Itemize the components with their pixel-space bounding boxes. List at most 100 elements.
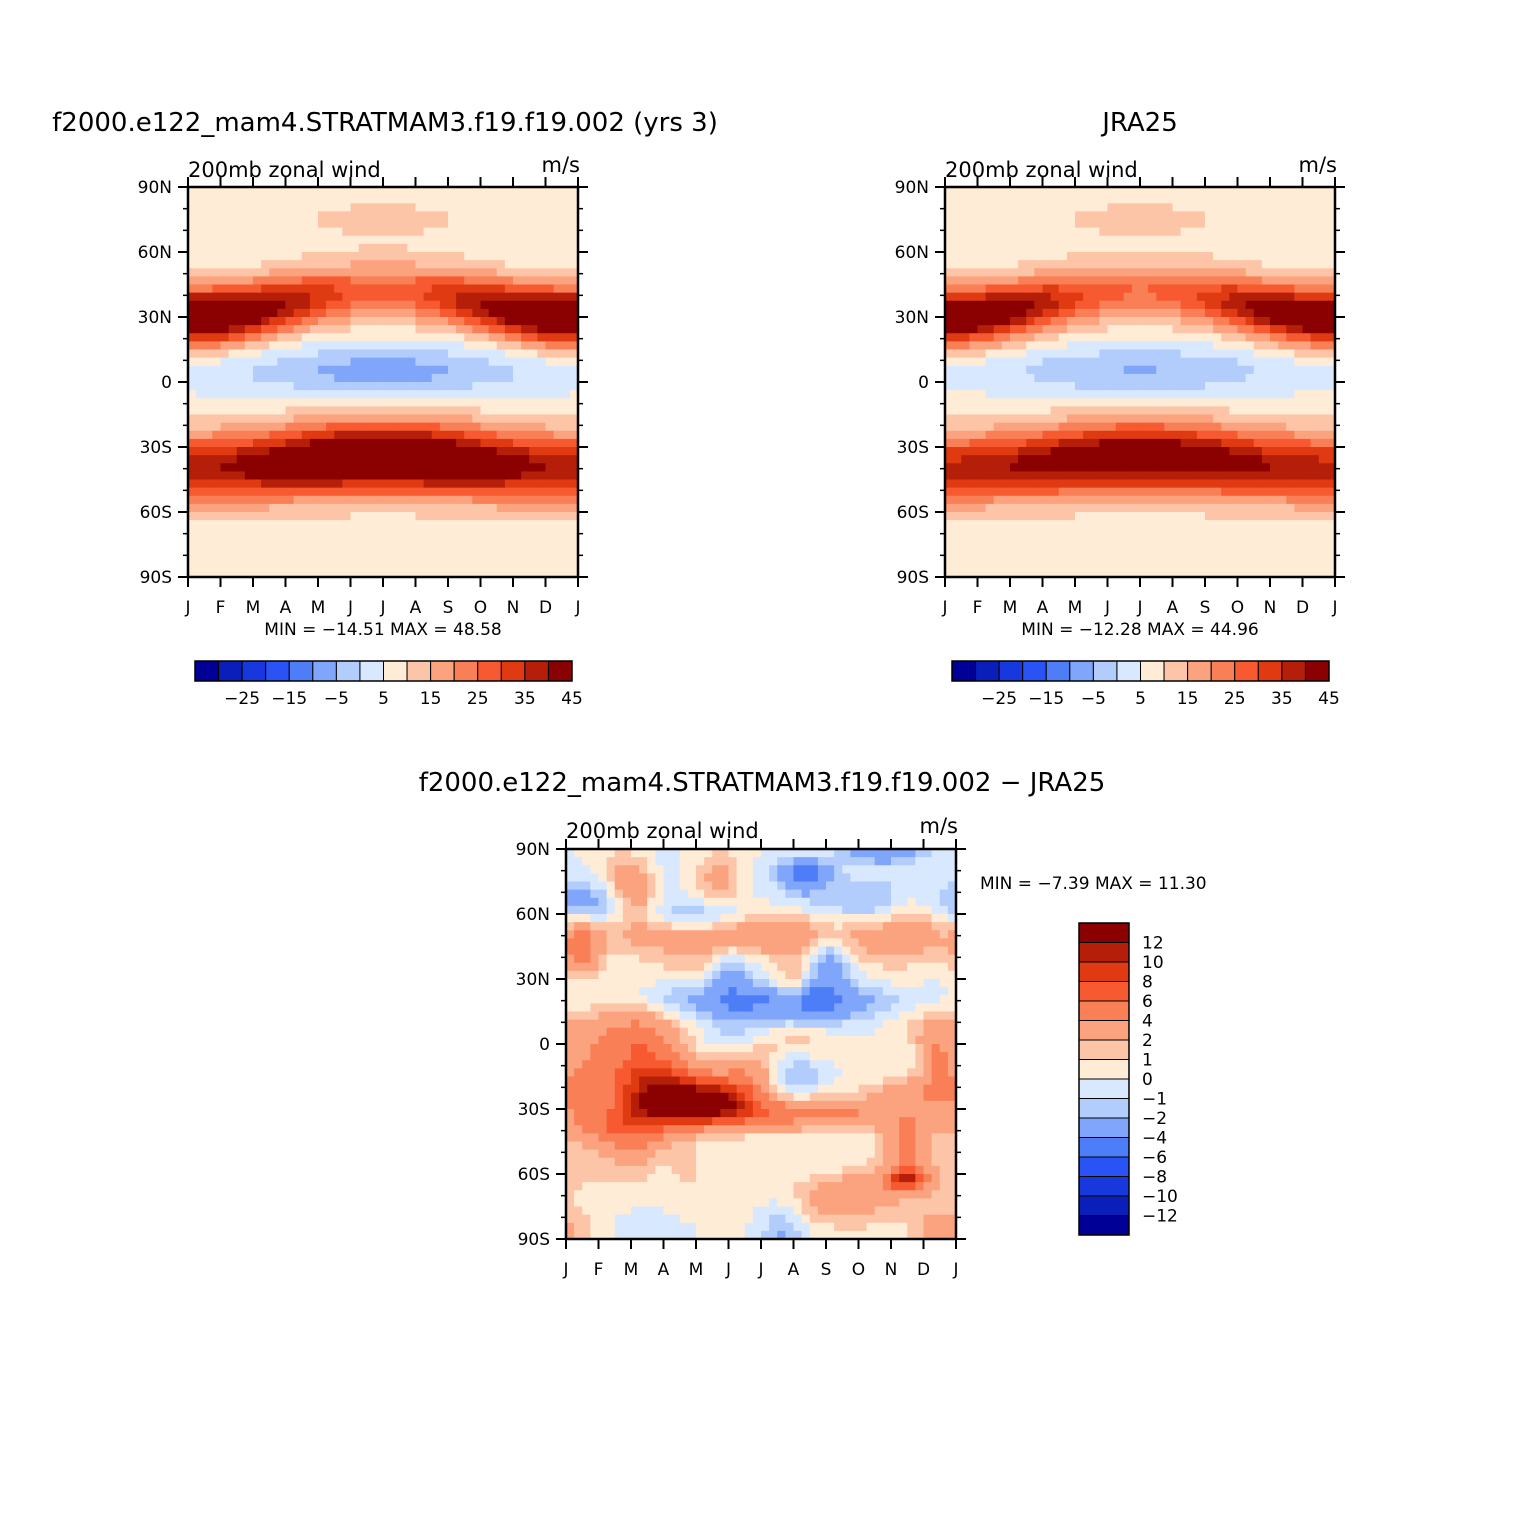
model-cell	[521, 552, 530, 562]
obs-cell	[1042, 195, 1052, 204]
obs-cell	[1018, 219, 1027, 229]
obs-cell	[1123, 243, 1133, 253]
obs-cell	[1205, 495, 1214, 505]
model-cell	[431, 341, 441, 351]
model-cell	[253, 560, 262, 570]
obs-cell	[1026, 430, 1035, 440]
obs-cell	[1180, 227, 1190, 237]
obs-cell	[1123, 536, 1133, 546]
obs-cell	[1261, 292, 1271, 302]
model-cell	[561, 463, 571, 472]
model-cell	[374, 406, 384, 416]
model-cell	[480, 260, 490, 269]
model-cell	[196, 390, 205, 399]
obs-cell	[1018, 308, 1027, 318]
obs-cell	[1302, 357, 1312, 367]
model-cell	[196, 333, 205, 342]
obs-cell	[1075, 260, 1084, 269]
model-cell	[496, 268, 506, 277]
obs-cell	[1172, 552, 1182, 562]
model-cell	[545, 243, 555, 253]
model-cell	[269, 341, 278, 351]
difference-cell	[566, 1165, 575, 1175]
obs-cell	[1001, 211, 1011, 221]
obs-cell	[1302, 219, 1312, 229]
difference-cell	[582, 1011, 591, 1021]
model-cell	[220, 447, 230, 456]
obs-cell	[1026, 308, 1035, 318]
obs-cell	[977, 422, 987, 432]
model-cell	[553, 292, 563, 302]
obs-cell	[1229, 300, 1239, 310]
obs-cell	[1001, 447, 1011, 456]
obs-cell	[1018, 341, 1027, 351]
model-cell	[326, 203, 335, 212]
obs-cell	[1075, 333, 1084, 342]
obs-cell	[1001, 479, 1011, 489]
obs-cell	[1253, 447, 1263, 456]
model-cell	[366, 463, 376, 472]
obs-cell	[1221, 317, 1230, 326]
obs-cell	[1221, 325, 1230, 334]
model-cell	[334, 252, 343, 261]
model-cell	[529, 560, 538, 570]
obs-cell	[1245, 512, 1255, 521]
obs-cell	[1001, 471, 1011, 481]
obs-cell	[1123, 430, 1133, 440]
obs-cell	[1302, 292, 1312, 302]
model-cell	[448, 333, 457, 342]
model-cell	[513, 373, 522, 383]
model-cell	[350, 243, 360, 253]
model-cell	[236, 568, 246, 577]
model-cell	[504, 365, 514, 375]
obs-cell	[993, 390, 1003, 399]
obs-cell	[1172, 365, 1182, 375]
model-cell	[399, 495, 408, 505]
obs-cell	[969, 260, 979, 269]
model-cell	[383, 243, 392, 253]
obs-cell	[969, 252, 979, 261]
model-cell	[196, 325, 205, 334]
model-cell	[439, 471, 449, 481]
model-cell	[244, 357, 254, 367]
model-cell	[439, 300, 449, 310]
obs-cell	[1205, 471, 1214, 481]
model-cell	[383, 203, 392, 212]
model-cell	[334, 341, 343, 351]
obs-cell	[1075, 455, 1084, 464]
obs-cell	[1326, 325, 1335, 334]
model-cell	[472, 430, 482, 440]
obs-cell	[1050, 503, 1060, 513]
obs-cell	[1172, 495, 1182, 505]
model-cell	[366, 536, 376, 546]
model-cell	[204, 487, 213, 497]
model-cell	[196, 227, 205, 237]
model-cell	[253, 406, 262, 416]
model-cell	[269, 438, 278, 448]
obs-cell	[1123, 373, 1133, 383]
obs-cell	[1270, 544, 1279, 554]
model-cell	[488, 373, 498, 383]
model-cell	[261, 308, 270, 318]
obs-cell	[1099, 252, 1109, 261]
model-cell	[358, 544, 368, 554]
obs-cell	[1286, 243, 1295, 253]
obs-cell	[1261, 430, 1271, 440]
model-cell	[415, 227, 425, 237]
obs-cell	[977, 227, 987, 237]
model-cell	[464, 560, 473, 570]
obs-cell	[1196, 284, 1206, 294]
model-cell	[285, 195, 295, 204]
model-cell	[529, 430, 538, 440]
obs-cell	[945, 560, 954, 570]
model-cell	[561, 292, 571, 302]
model-cell	[342, 276, 352, 286]
obs-cell	[1083, 398, 1092, 407]
obs-cell	[1083, 227, 1092, 237]
model-cell	[277, 455, 287, 464]
model-cell	[391, 357, 400, 367]
obs-cell	[977, 300, 987, 310]
obs-cell	[1261, 512, 1271, 521]
model-cell	[196, 292, 205, 302]
model-cell	[220, 292, 230, 302]
